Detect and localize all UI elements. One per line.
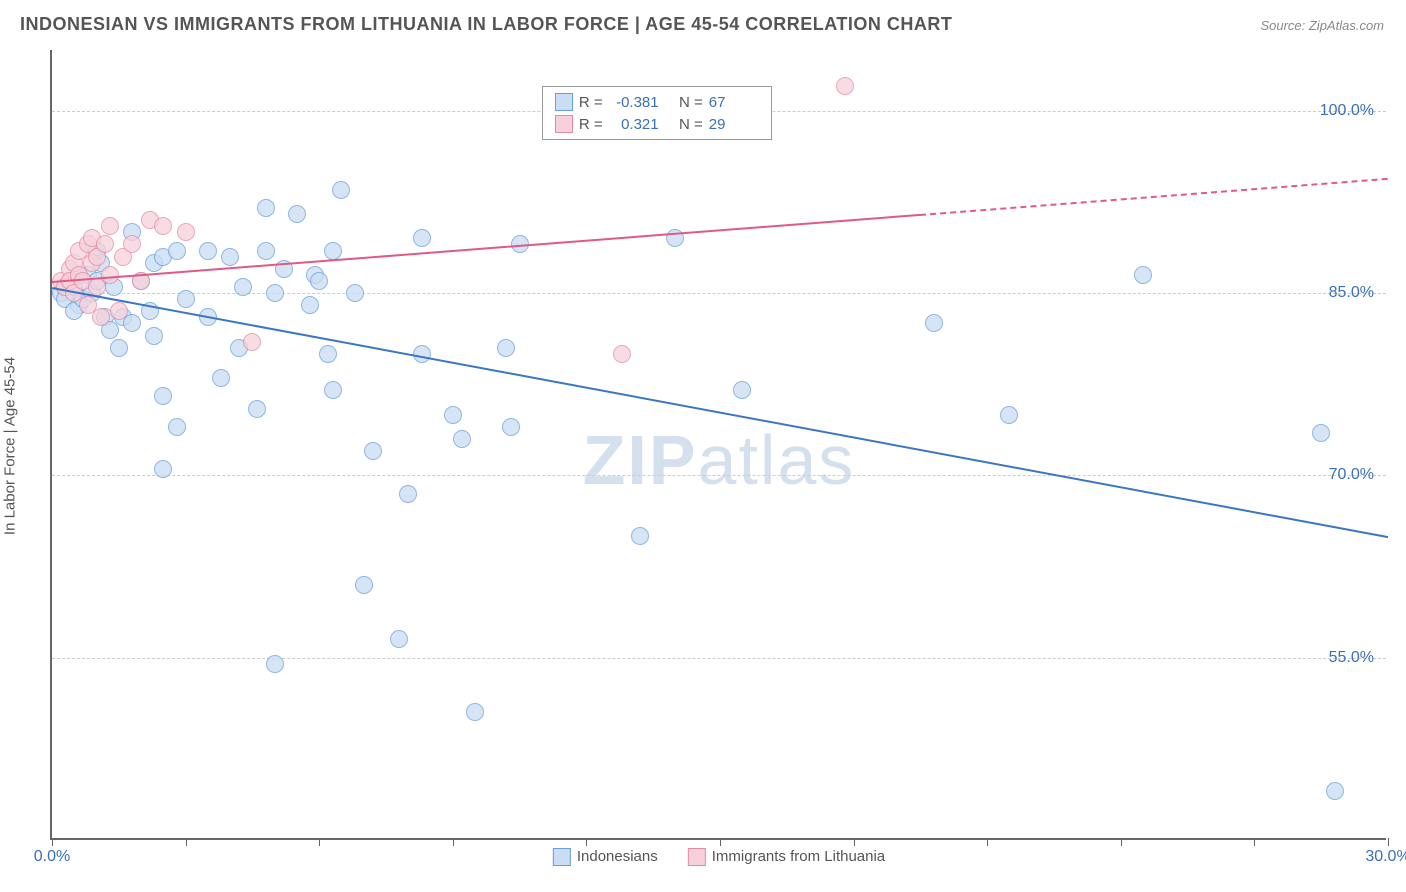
legend-swatch — [688, 848, 706, 866]
data-point — [168, 418, 186, 436]
data-point — [444, 406, 462, 424]
x-tick — [854, 838, 855, 846]
x-tick — [1121, 838, 1122, 846]
data-point — [301, 296, 319, 314]
data-point — [1312, 424, 1330, 442]
watermark: ZIPatlas — [583, 420, 856, 500]
correlation-legend: R =-0.381 N =67R =0.321 N =29 — [542, 86, 772, 140]
data-point — [110, 339, 128, 357]
gridline-horizontal — [52, 658, 1386, 659]
data-point — [177, 290, 195, 308]
data-point — [243, 333, 261, 351]
data-point — [364, 442, 382, 460]
plot-area: ZIPatlas 55.0%70.0%85.0%100.0%0.0%30.0%R… — [50, 50, 1386, 840]
gridline-horizontal — [52, 293, 1386, 294]
x-tick-label: 0.0% — [34, 848, 70, 866]
data-point — [613, 345, 631, 363]
data-point — [324, 381, 342, 399]
x-tick — [987, 838, 988, 846]
data-point — [390, 630, 408, 648]
legend-row: R =0.321 N =29 — [543, 113, 771, 135]
data-point — [234, 278, 252, 296]
data-point — [96, 235, 114, 253]
data-point — [288, 205, 306, 223]
data-point — [1134, 266, 1152, 284]
legend-item: Immigrants from Lithuania — [688, 848, 885, 866]
legend-item: Indonesians — [553, 848, 658, 866]
x-tick — [720, 838, 721, 846]
y-tick-label: 55.0% — [1329, 649, 1374, 667]
data-point — [497, 339, 515, 357]
data-point — [631, 527, 649, 545]
data-point — [154, 460, 172, 478]
data-point — [324, 242, 342, 260]
data-point — [110, 302, 128, 320]
data-point — [221, 248, 239, 266]
data-point — [319, 345, 337, 363]
chart-title: INDONESIAN VS IMMIGRANTS FROM LITHUANIA … — [20, 14, 952, 35]
legend-swatch — [555, 115, 573, 133]
y-tick-label: 70.0% — [1329, 466, 1374, 484]
data-point — [399, 485, 417, 503]
data-point — [101, 266, 119, 284]
gridline-horizontal — [52, 475, 1386, 476]
data-point — [836, 77, 854, 95]
data-point — [101, 217, 119, 235]
source-attribution: Source: ZipAtlas.com — [1260, 18, 1384, 33]
data-point — [199, 242, 217, 260]
data-point — [145, 327, 163, 345]
data-point — [154, 217, 172, 235]
x-tick — [52, 838, 53, 846]
data-point — [453, 430, 471, 448]
data-point — [1326, 782, 1344, 800]
data-point — [346, 284, 364, 302]
data-point — [733, 381, 751, 399]
data-point — [92, 308, 110, 326]
data-point — [466, 703, 484, 721]
data-point — [212, 369, 230, 387]
x-tick-label: 30.0% — [1365, 848, 1406, 866]
x-tick — [1388, 838, 1389, 846]
series-legend: Indonesians Immigrants from Lithuania — [553, 848, 885, 866]
legend-swatch — [553, 848, 571, 866]
x-tick — [1254, 838, 1255, 846]
data-point — [154, 387, 172, 405]
legend-row: R =-0.381 N =67 — [543, 91, 771, 113]
y-tick-label: 85.0% — [1329, 284, 1374, 302]
data-point — [355, 576, 373, 594]
x-tick — [186, 838, 187, 846]
y-tick-label: 100.0% — [1320, 102, 1374, 120]
legend-swatch — [555, 93, 573, 111]
data-point — [177, 223, 195, 241]
data-point — [925, 314, 943, 332]
data-point — [1000, 406, 1018, 424]
data-point — [266, 284, 284, 302]
data-point — [266, 655, 284, 673]
data-point — [248, 400, 266, 418]
x-tick — [586, 838, 587, 846]
data-point — [502, 418, 520, 436]
data-point — [413, 229, 431, 247]
data-point — [332, 181, 350, 199]
data-point — [257, 199, 275, 217]
y-axis-label: In Labor Force | Age 45-54 — [2, 357, 19, 535]
data-point — [257, 242, 275, 260]
x-tick — [453, 838, 454, 846]
x-tick — [319, 838, 320, 846]
trend-line — [920, 178, 1388, 216]
data-point — [310, 272, 328, 290]
data-point — [123, 314, 141, 332]
data-point — [123, 235, 141, 253]
data-point — [168, 242, 186, 260]
